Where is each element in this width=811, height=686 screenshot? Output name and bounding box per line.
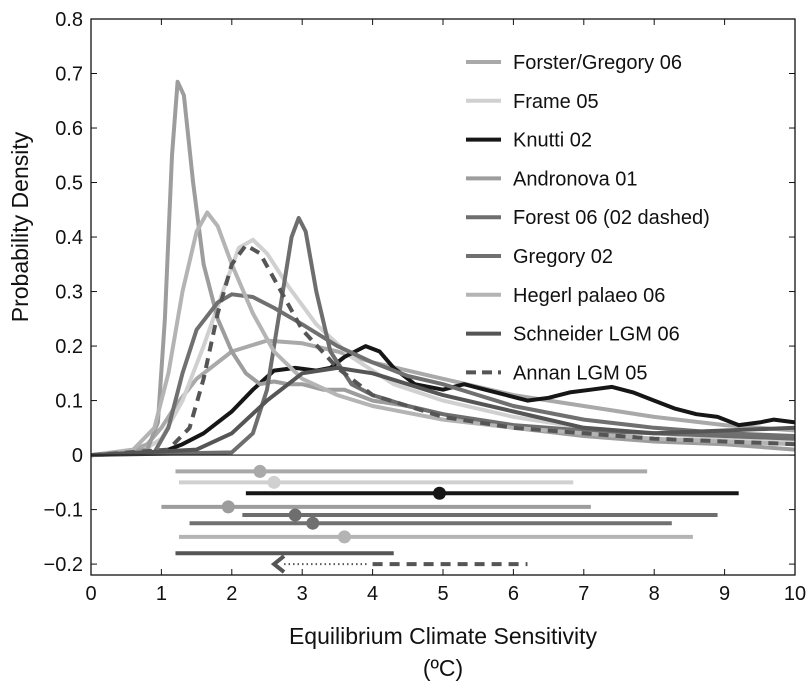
x-tick-label: 0 xyxy=(85,583,96,605)
y-tick-label: 0.2 xyxy=(55,336,83,358)
x-tick-label: 8 xyxy=(649,583,660,605)
legend-entry: Forster/Gregory 06 xyxy=(513,52,682,74)
x-tick-label: 7 xyxy=(578,583,589,605)
x-tick-label: 10 xyxy=(784,583,806,605)
legend-entry: Frame 05 xyxy=(513,91,599,113)
range-median-dot xyxy=(432,486,446,500)
y-tick-label: 0 xyxy=(72,445,83,467)
legend: Forster/Gregory 06 Frame 05 Knutti 02 Andro… xyxy=(466,52,710,384)
y-tick-label: 0.7 xyxy=(55,64,83,86)
x-tick-label: 9 xyxy=(719,583,730,605)
y-tick-label: 0.1 xyxy=(55,391,83,413)
y-tick-label: 0.3 xyxy=(55,282,83,304)
series-line-8 xyxy=(90,365,796,458)
x-tick-label: 3 xyxy=(297,583,308,605)
series-line-1 xyxy=(90,338,796,458)
legend-entry: Knutti 02 xyxy=(513,130,592,152)
range-median-dot xyxy=(288,508,302,522)
legend-entry: Annan LGM 05 xyxy=(513,362,648,384)
range-median-dot xyxy=(253,464,267,478)
x-tick-label: 2 xyxy=(226,583,237,605)
range-median-dot xyxy=(306,516,320,530)
series-line-6 xyxy=(90,292,796,458)
series-line-9 xyxy=(90,243,796,458)
y-axis-title: Probability Density xyxy=(7,131,33,322)
legend-entry: Gregory 02 xyxy=(513,246,613,268)
legend-entry: Andronova 01 xyxy=(513,168,638,190)
y-tick-label: −0.1 xyxy=(44,500,83,522)
x-tick-label: 5 xyxy=(437,583,448,605)
range-median-dot xyxy=(337,530,351,544)
y-tick-label: 0.4 xyxy=(55,227,83,249)
series-line-5 xyxy=(90,216,796,458)
axis-ticks: 0 1 2 3 4 5 6 7 8 9 100.80.70.60.50.40.30.20.10−0.… xyxy=(44,9,807,605)
x-tick-label: 1 xyxy=(156,583,167,605)
pdf-curves xyxy=(90,79,796,458)
range-median-dot xyxy=(221,500,235,514)
range-arrow xyxy=(270,554,286,574)
range-bars xyxy=(161,464,739,574)
legend-entry: Schneider LGM 06 xyxy=(513,324,680,346)
legend-entry: Hegerl palaeo 06 xyxy=(513,285,665,307)
x-axis-title: Equilibrium Climate Sensitivity xyxy=(289,623,598,649)
y-tick-label: 0.6 xyxy=(55,118,83,140)
x-tick-label: 4 xyxy=(367,583,378,605)
x-tick-label: 6 xyxy=(508,583,519,605)
legend-entry: Forest 06 (02 dashed) xyxy=(513,207,710,229)
x-axis-unit: (ºC) xyxy=(423,655,463,681)
range-median-dot xyxy=(267,475,281,489)
y-tick-label: 0.5 xyxy=(55,173,83,195)
y-tick-label: 0.8 xyxy=(55,9,83,31)
y-tick-label: −0.2 xyxy=(44,554,83,576)
